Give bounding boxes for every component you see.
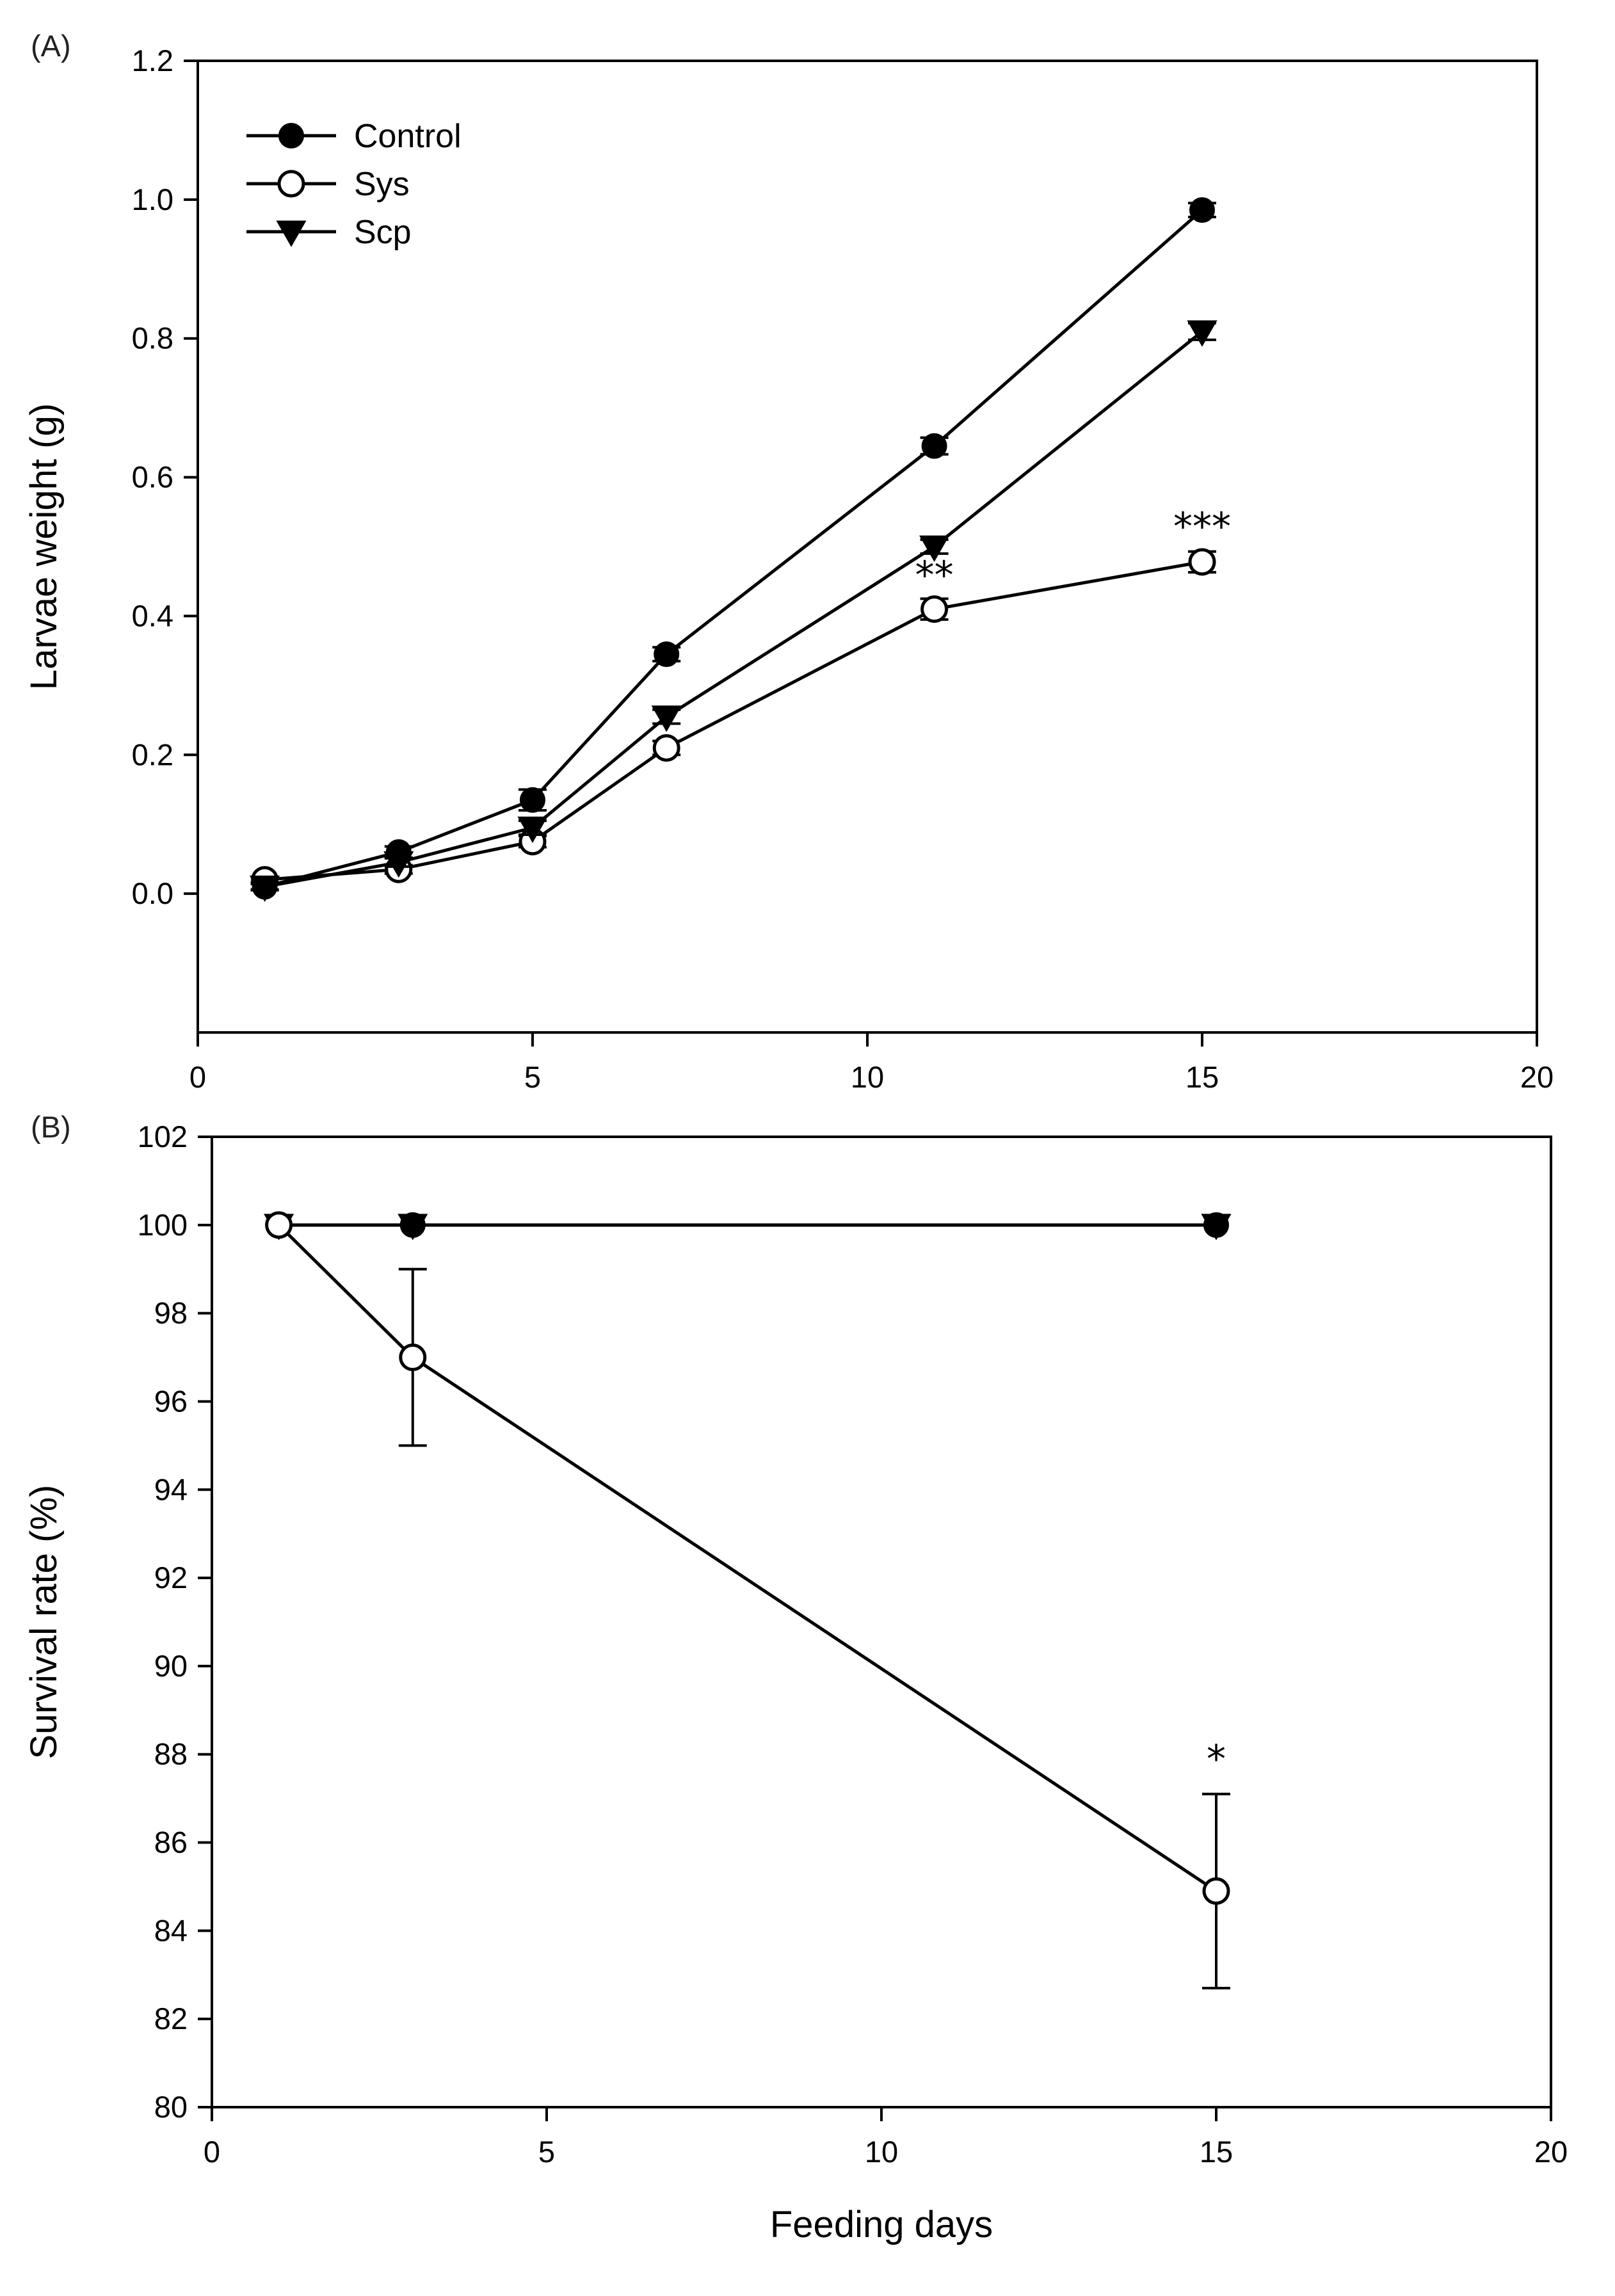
data-point (651, 705, 682, 732)
y-tick-label: 92 (154, 1561, 188, 1594)
panel-a-larvae-weight-chart: (A) 0 5 10 15 20 0.0 0.2 0.4 0.6 0.8 1.0 1.2 Larvae w… (23, 29, 1554, 1094)
y-tick-label: 96 (154, 1384, 188, 1418)
data-point (652, 734, 680, 762)
plot-frame (197, 60, 1538, 1034)
x-tick-label: 10 (851, 1060, 884, 1094)
y-tick-label: 0.2 (132, 737, 173, 771)
series-line (264, 330, 1203, 888)
y-tick-label: 90 (154, 1649, 188, 1683)
x-tick-label: 5 (524, 1060, 541, 1094)
data-point (921, 433, 947, 459)
x-tick-label: 15 (1185, 1060, 1219, 1094)
significance-marker: ** (915, 553, 954, 598)
data-point (919, 535, 950, 562)
panel-label: (A) (31, 29, 71, 63)
y-tick-label: 0.6 (132, 460, 173, 494)
y-tick-label: 84 (154, 1913, 188, 1947)
panel-label: (B) (31, 1110, 71, 1144)
significance-marker: *** (1173, 504, 1231, 549)
y-tick-label: 98 (154, 1296, 188, 1330)
data-point (398, 1214, 428, 1240)
x-tick-label: 0 (204, 2135, 220, 2169)
legend: Control Sys Scp (246, 118, 462, 251)
data-point (1188, 548, 1216, 576)
y-tick-label: 80 (154, 2090, 188, 2124)
data-point (517, 816, 548, 844)
y-tick-label: 88 (154, 1737, 188, 1771)
legend-marker (276, 220, 307, 247)
data-point (920, 595, 949, 623)
data-point (383, 851, 414, 878)
x-tick-label: 15 (1200, 2135, 1233, 2169)
y-tick-label: 1.0 (132, 182, 173, 216)
x-axis-title: Feeding days (770, 2204, 993, 2245)
data-point (1189, 197, 1215, 223)
panel-b-survival-rate-chart: (B) 0 5 10 15 20 80 82 84 86 88 90 92 94 96 98 100 102 Sur… (23, 1110, 1568, 2245)
legend-label: Sys (354, 166, 410, 203)
y-tick-label: 0.4 (132, 598, 173, 632)
series-scp (250, 320, 1217, 903)
y-tick-label: 82 (154, 2002, 188, 2035)
significance-marker: * (1207, 1737, 1226, 1781)
x-tick-label: 10 (865, 2135, 898, 2169)
data-point (250, 875, 280, 903)
series-line (264, 209, 1203, 888)
data-point (520, 787, 545, 813)
legend-label: Scp (354, 214, 412, 251)
y-tick-label: 86 (154, 1826, 188, 1859)
series-sys (265, 1211, 1230, 1989)
series-line (277, 1224, 1217, 1893)
x-axis-ticks: 0 5 10 15 20 (204, 2107, 1568, 2169)
data-point (1201, 1214, 1232, 1240)
data-point (654, 641, 680, 668)
x-tick-label: 0 (189, 1060, 206, 1094)
series-control (250, 197, 1216, 900)
y-axis-ticks: 80 82 84 86 88 90 92 94 96 98 100 102 (138, 1120, 212, 2124)
x-tick-label: 20 (1520, 1060, 1554, 1094)
x-tick-label: 20 (1534, 2135, 1568, 2169)
y-axis-title: Survival rate (%) (23, 1485, 65, 1760)
data-point (1187, 320, 1217, 347)
y-tick-label: 94 (154, 1472, 188, 1506)
y-tick-label: 1.2 (132, 44, 173, 77)
data-point (399, 1344, 427, 1372)
y-tick-label: 0.0 (132, 876, 173, 910)
y-tick-label: 100 (138, 1208, 188, 1242)
legend-marker (278, 123, 304, 149)
y-tick-label: 102 (138, 1120, 188, 1153)
x-tick-label: 5 (538, 2135, 555, 2169)
y-axis-ticks: 0.0 0.2 0.4 0.6 0.8 1.0 1.2 (132, 44, 198, 910)
legend-label: Control (354, 118, 462, 155)
x-axis-ticks: 0 5 10 15 20 (189, 1032, 1554, 1094)
series-line (264, 560, 1203, 881)
legend-marker (277, 170, 305, 198)
data-point (1202, 1877, 1230, 1905)
y-axis-title: Larvae weight (g) (23, 403, 65, 690)
data-point (265, 1211, 293, 1239)
y-tick-label: 0.8 (132, 321, 173, 355)
